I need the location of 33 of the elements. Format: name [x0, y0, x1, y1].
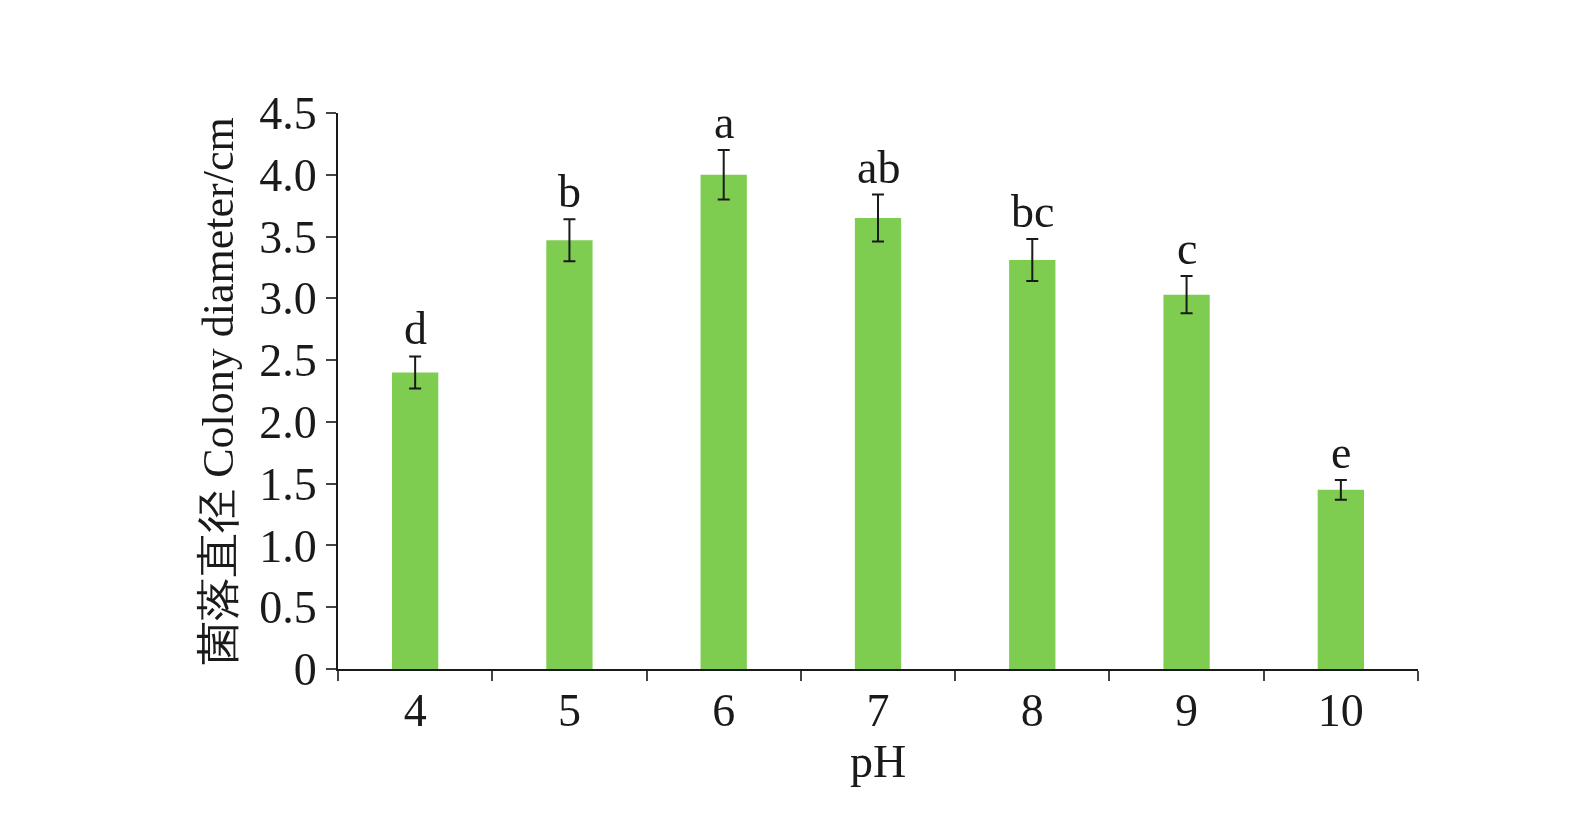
y-tick-label: 3.5	[259, 211, 317, 263]
annotation: a	[714, 97, 735, 148]
bar	[854, 218, 902, 669]
x-tick-label: 6	[712, 685, 736, 737]
annotation: e	[1331, 427, 1352, 478]
y-tick-label: 0	[293, 644, 317, 696]
x-tick-label: 9	[1175, 685, 1199, 737]
annotation: bc	[1011, 186, 1055, 237]
y-tick-label: 1.5	[259, 458, 317, 510]
bar	[1163, 294, 1210, 669]
y-tick-label: 4.5	[259, 88, 317, 140]
y-tick-label: 0.5	[259, 582, 317, 634]
y-tick-label: 4.0	[259, 149, 317, 201]
y-tick-label: 2.0	[259, 396, 317, 448]
y-tick-label: 2.5	[259, 335, 317, 387]
bar	[700, 174, 747, 669]
annotation: c	[1177, 223, 1198, 274]
annotation: d	[404, 303, 427, 354]
x-tick-label: 7	[866, 685, 890, 737]
x-tick-label: 4	[403, 685, 427, 737]
x-tick-label: 5	[557, 685, 581, 737]
annotation: ab	[857, 142, 901, 193]
bar	[1009, 260, 1056, 669]
y-tick-label: 1.0	[259, 520, 317, 572]
x-tick-label: 10	[1317, 685, 1364, 737]
bar	[546, 240, 593, 669]
bar	[392, 372, 439, 669]
y-axis-title: 菌落直径 Colony diameter/cm	[193, 117, 243, 665]
x-tick-label: 8	[1020, 685, 1044, 737]
y-tick-label: 3.0	[259, 273, 317, 325]
annotation: b	[558, 166, 581, 217]
bar	[1317, 489, 1364, 669]
x-axis-title: pH	[849, 736, 907, 788]
